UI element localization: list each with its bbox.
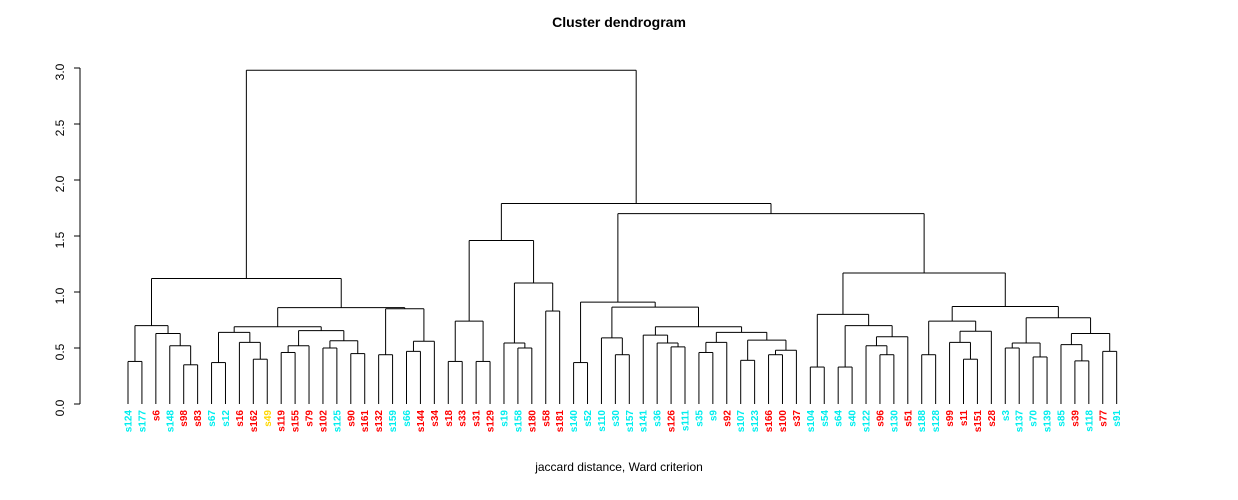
leaf-label: s124 bbox=[124, 410, 135, 433]
leaf-label: s92 bbox=[722, 410, 733, 427]
leaf-label: s141 bbox=[639, 410, 650, 433]
leaf-label: s52 bbox=[583, 410, 594, 427]
leaf-label: s104 bbox=[806, 410, 817, 433]
leaf-label: s107 bbox=[736, 410, 747, 433]
leaf-label: s36 bbox=[653, 410, 664, 427]
leaf-label: s157 bbox=[625, 410, 636, 433]
leaf-label: s70 bbox=[1029, 410, 1040, 427]
leaf-label: s37 bbox=[792, 410, 803, 427]
leaf-label: s16 bbox=[235, 410, 246, 427]
y-tick-label: 3.0 bbox=[53, 63, 67, 80]
leaf-label: s100 bbox=[778, 410, 789, 433]
leaf-label: s151 bbox=[973, 410, 984, 433]
leaf-label: s11 bbox=[959, 410, 970, 427]
leaf-label: s33 bbox=[458, 410, 469, 427]
leaf-label: s132 bbox=[374, 410, 385, 433]
leaf-label: s126 bbox=[667, 410, 678, 433]
leaf-label: s128 bbox=[931, 410, 942, 433]
leaf-label: s119 bbox=[277, 410, 288, 432]
leaf-label: s159 bbox=[388, 410, 399, 433]
leaf-label: s35 bbox=[694, 410, 705, 427]
leaf-label: s130 bbox=[889, 410, 900, 433]
leaf-label: s137 bbox=[1015, 410, 1026, 433]
leaf-label: s139 bbox=[1043, 410, 1054, 433]
leaf-label: s102 bbox=[318, 410, 329, 433]
leaf-label: s51 bbox=[903, 410, 914, 427]
leaf-label: s34 bbox=[430, 410, 441, 427]
leaf-label: s161 bbox=[360, 410, 371, 433]
leaf-label: s66 bbox=[402, 410, 413, 427]
leaf-label: s118 bbox=[1084, 410, 1095, 432]
leaf-label: s40 bbox=[848, 410, 859, 427]
leaf-label: s79 bbox=[305, 410, 316, 427]
leaf-label: s180 bbox=[527, 410, 538, 433]
leaf-label: s67 bbox=[207, 410, 218, 427]
leaf-label: s58 bbox=[541, 410, 552, 427]
y-tick-label: 1.5 bbox=[53, 231, 67, 248]
leaf-label: s140 bbox=[569, 410, 580, 433]
leaf-label: s85 bbox=[1056, 410, 1067, 427]
leaf-label: s99 bbox=[945, 410, 956, 427]
leaf-label: s148 bbox=[165, 410, 176, 433]
chart-title: Cluster dendrogram bbox=[552, 14, 686, 30]
leaf-label: s39 bbox=[1070, 410, 1081, 427]
chart-subtitle: jaccard distance, Ward criterion bbox=[535, 460, 703, 474]
leaf-label: s54 bbox=[820, 410, 831, 427]
y-tick-label: 0.5 bbox=[53, 343, 67, 360]
leaf-label: s144 bbox=[416, 410, 427, 433]
leaf-label: s123 bbox=[750, 410, 761, 433]
y-tick-label: 2.5 bbox=[53, 119, 67, 136]
leaf-label: s91 bbox=[1112, 410, 1123, 427]
leaf-label: s111 bbox=[681, 410, 692, 432]
leaf-label: s6 bbox=[151, 410, 162, 422]
leaf-label: s188 bbox=[917, 410, 928, 433]
leaf-label: s90 bbox=[346, 410, 357, 427]
leaf-label: s96 bbox=[875, 410, 886, 427]
leaf-label: s49 bbox=[263, 410, 274, 427]
leaf-label: s3 bbox=[1001, 410, 1012, 422]
leaf-label: s9 bbox=[708, 410, 719, 422]
leaf-label: s31 bbox=[472, 410, 483, 427]
leaf-label: s155 bbox=[291, 410, 302, 433]
leaf-label: s125 bbox=[332, 410, 343, 433]
leaf-label: s122 bbox=[862, 410, 873, 433]
leaf-label: s77 bbox=[1098, 410, 1109, 427]
leaf-label: s166 bbox=[764, 410, 775, 433]
leaf-label: s110 bbox=[597, 410, 608, 432]
leaf-label: s181 bbox=[555, 410, 566, 433]
leaf-label: s18 bbox=[444, 410, 455, 427]
y-tick-label: 2.0 bbox=[53, 175, 67, 192]
leaf-label: s98 bbox=[179, 410, 190, 427]
leaf-label: s177 bbox=[137, 410, 148, 433]
leaf-label: s129 bbox=[486, 410, 497, 433]
leaf-label: s83 bbox=[193, 410, 204, 427]
leaf-label: s158 bbox=[513, 410, 524, 433]
y-tick-label: 0.0 bbox=[53, 399, 67, 416]
leaf-label: s162 bbox=[249, 410, 260, 433]
leaf-label: s12 bbox=[221, 410, 232, 427]
leaf-label: s64 bbox=[834, 410, 845, 427]
y-tick-label: 1.0 bbox=[53, 287, 67, 304]
leaf-label: s28 bbox=[987, 410, 998, 427]
leaf-label: s19 bbox=[499, 410, 510, 427]
leaf-label: s30 bbox=[611, 410, 622, 427]
